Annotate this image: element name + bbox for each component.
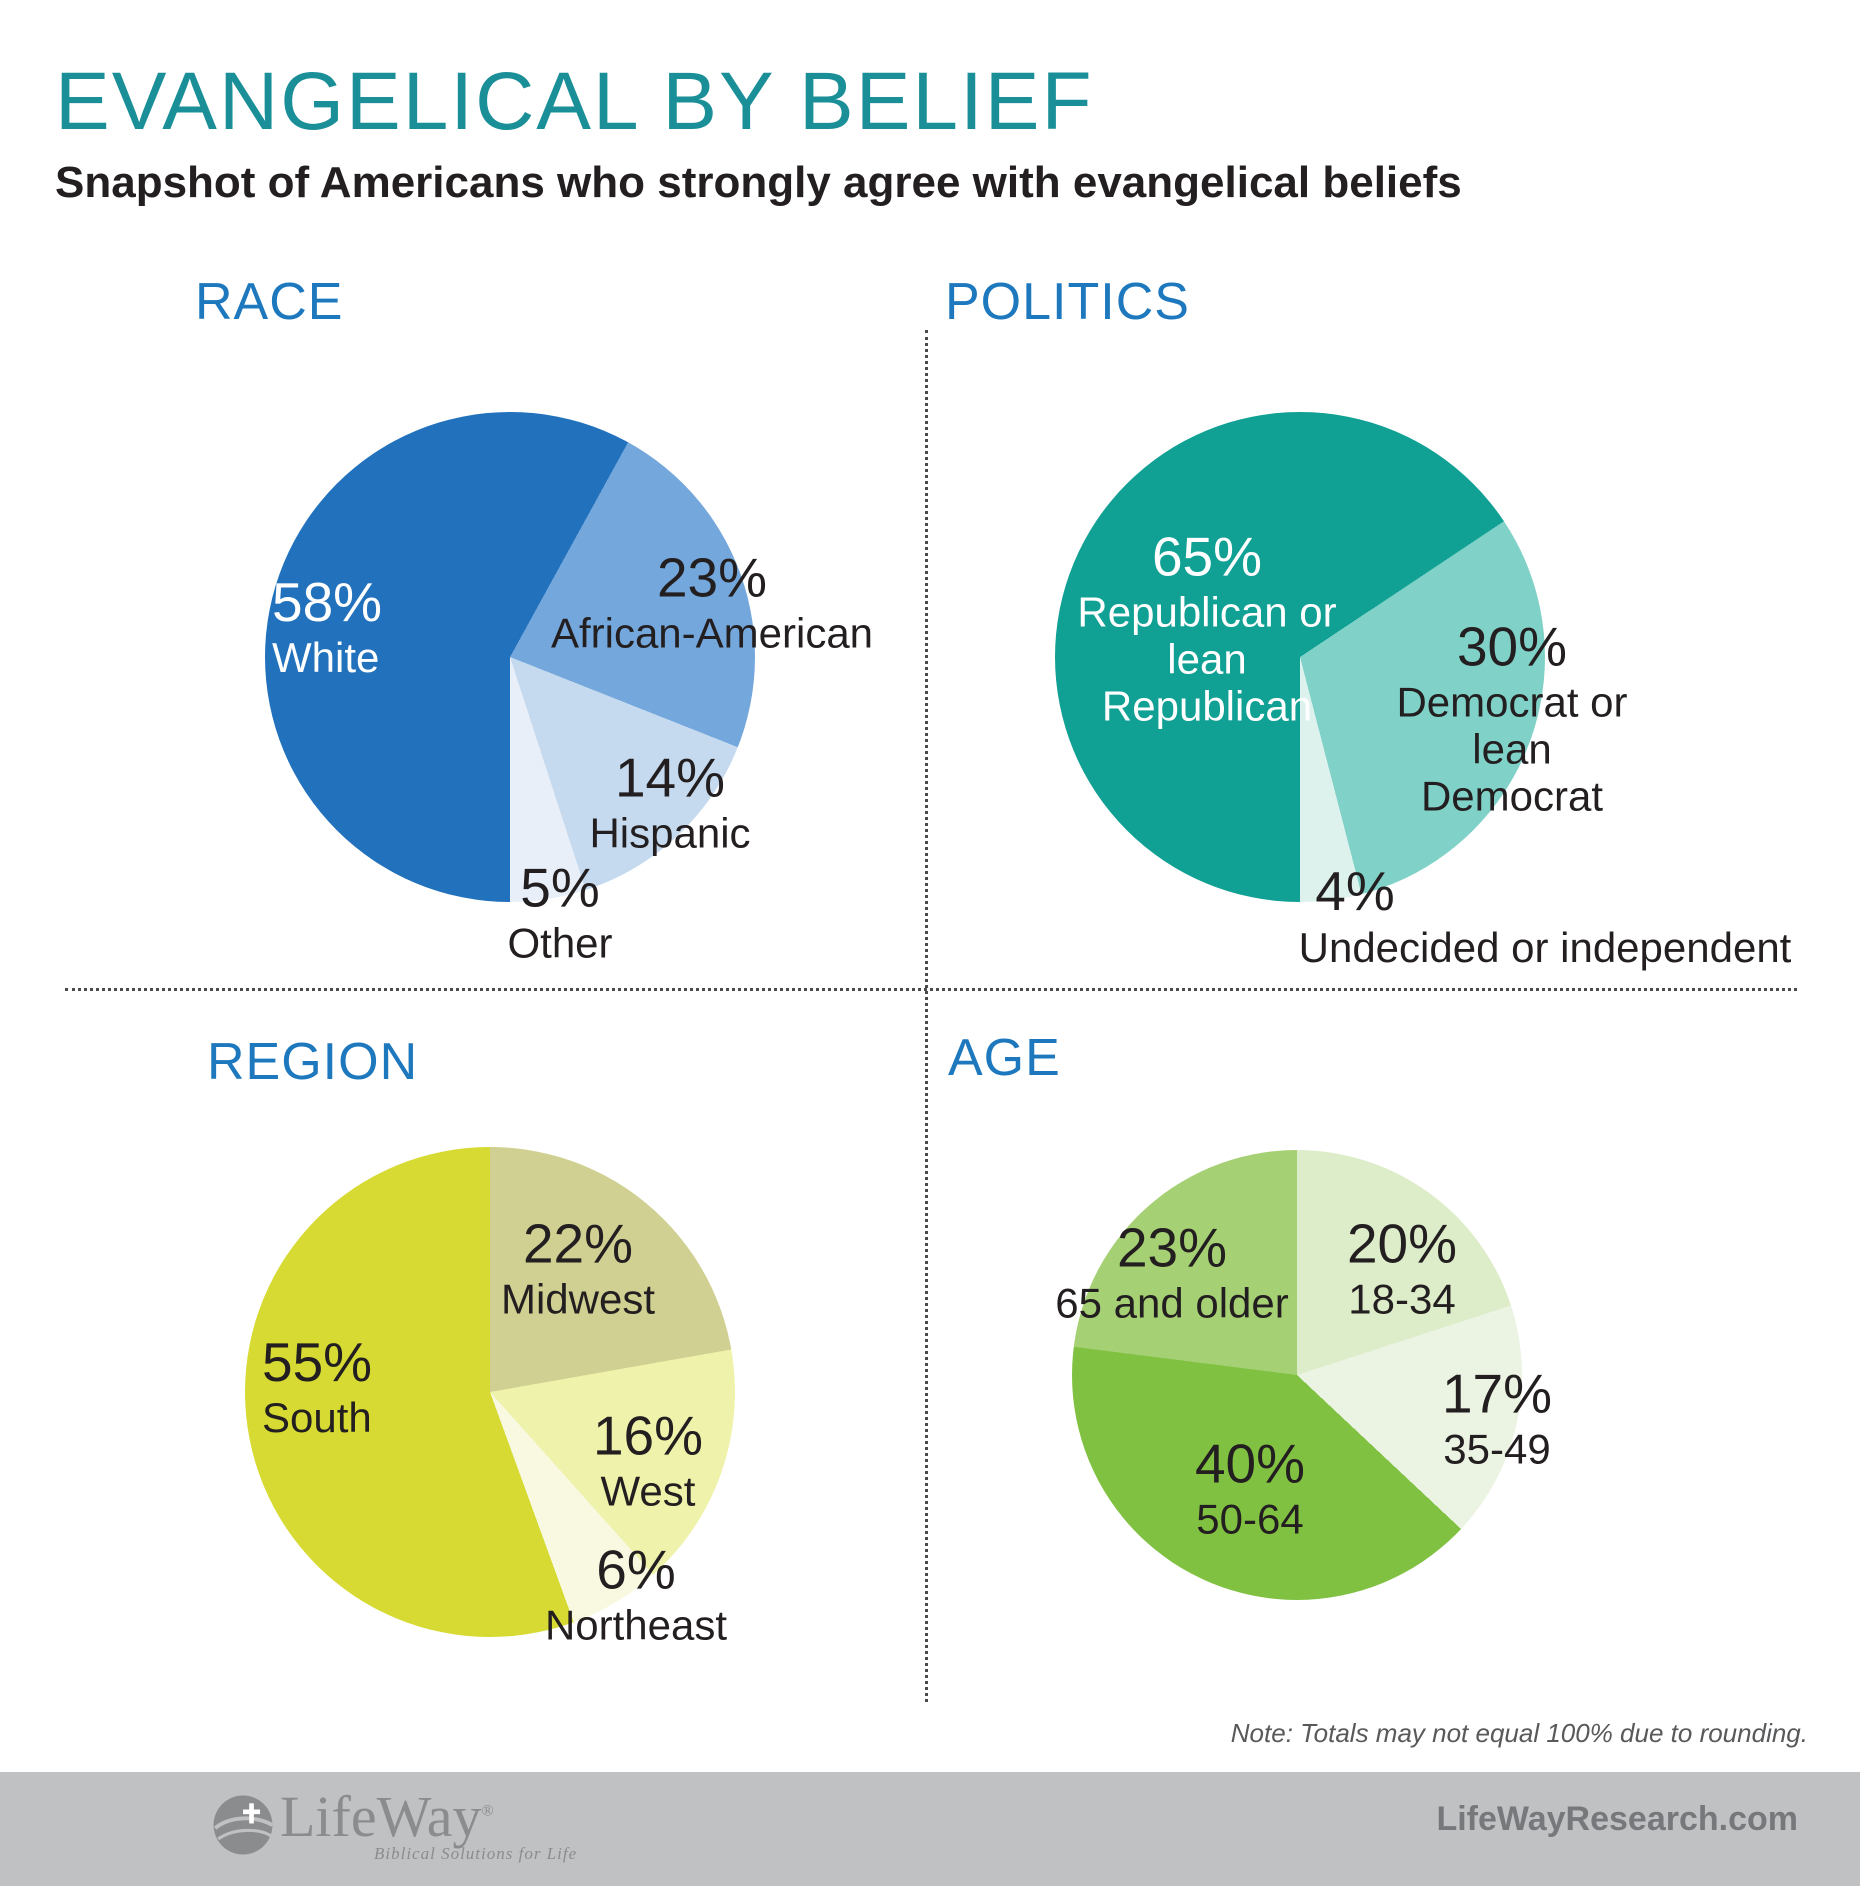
race-slice-pct-white: 58% bbox=[272, 571, 383, 633]
politics-slice-label-republican: 65% Republican or lean Republican bbox=[1067, 525, 1347, 730]
politics-pie-chart bbox=[1055, 412, 1545, 902]
age-slice-name-35-49: 35-49 bbox=[1443, 1425, 1551, 1473]
region-slice-name-south: South bbox=[262, 1393, 372, 1441]
page-title: EVANGELICAL BY BELIEF bbox=[55, 56, 1094, 147]
page-subtitle: Snapshot of Americans who strongly agree… bbox=[55, 158, 1462, 207]
race-slice-pct-african-american: 23% bbox=[656, 546, 768, 609]
age-slice-label-65-older: 23% 65 and older bbox=[1055, 1216, 1289, 1327]
politics-slice-label-undecided-pct: 4% bbox=[1315, 861, 1395, 923]
politics-slice-pct-undecided: 4% bbox=[1315, 860, 1395, 923]
region-slice-pct-west: 16% bbox=[592, 1404, 704, 1467]
race-slice-label-other: 5% Other bbox=[507, 856, 613, 967]
region-pie-chart bbox=[245, 1147, 735, 1637]
age-pie-chart bbox=[1072, 1150, 1522, 1600]
race-slice-label-white: 58% White bbox=[272, 571, 383, 681]
registered-mark: ® bbox=[481, 1802, 494, 1820]
region-slice-pct-midwest: 22% bbox=[522, 1212, 634, 1275]
age-slice-label-35-49: 17% 35-49 bbox=[1441, 1362, 1553, 1473]
region-slice-label-south: 55% South bbox=[262, 1331, 373, 1441]
politics-slice-name-undecided: Undecided or independent bbox=[1298, 924, 1792, 971]
footer-band bbox=[0, 1772, 1860, 1886]
region-slice-label-west: 16% West bbox=[592, 1404, 704, 1515]
race-slice-pct-other: 5% bbox=[520, 856, 600, 919]
age-slice-label-18-34: 20% 18-34 bbox=[1346, 1212, 1458, 1323]
lifeway-brand-text: LifeWay® bbox=[280, 1784, 494, 1849]
politics-slice-pct-republican: 65% bbox=[1151, 525, 1263, 588]
region-slice-name-west: West bbox=[600, 1467, 696, 1515]
age-slice-pct-65-older: 23% bbox=[1116, 1216, 1228, 1279]
politics-slice-name-republican: Republican or lean Republican bbox=[1077, 588, 1337, 730]
region-slice-label-northeast: 6% Northeast bbox=[544, 1538, 728, 1649]
region-slice-pct-south: 55% bbox=[262, 1331, 373, 1393]
region-slice-label-midwest: 22% Midwest bbox=[500, 1212, 656, 1323]
politics-section-header: POLITICS bbox=[945, 273, 1190, 331]
age-slice-label-50-64: 40% 50-64 bbox=[1194, 1432, 1306, 1543]
age-slice-pct-35-49: 17% bbox=[1441, 1362, 1553, 1425]
age-slice-pct-50-64: 40% bbox=[1194, 1432, 1306, 1495]
region-section-header: REGION bbox=[207, 1033, 419, 1091]
age-section-header: AGE bbox=[948, 1029, 1061, 1087]
age-slice-pct-18-34: 20% bbox=[1346, 1212, 1458, 1275]
race-slice-name-african-american: African-American bbox=[550, 609, 874, 657]
lifeway-globe-icon bbox=[213, 1795, 274, 1855]
vertical-dotted-divider bbox=[925, 330, 928, 1702]
race-slice-pct-hispanic: 14% bbox=[614, 746, 726, 809]
rounding-note: Note: Totals may not equal 100% due to r… bbox=[1230, 1718, 1808, 1748]
race-slice-name-other: Other bbox=[507, 919, 613, 967]
lifeway-research-url: LifeWayResearch.com bbox=[1436, 1800, 1798, 1838]
region-slice-name-midwest: Midwest bbox=[500, 1275, 656, 1323]
politics-slice-pct-democrat: 30% bbox=[1456, 615, 1568, 678]
horizontal-dotted-divider bbox=[65, 988, 1797, 991]
race-slice-name-white: White bbox=[272, 633, 380, 681]
race-pie-chart bbox=[265, 412, 755, 902]
age-slice-name-50-64: 50-64 bbox=[1196, 1495, 1304, 1543]
lifeway-logo: LifeWay® Biblical Solutions for Life bbox=[212, 1788, 577, 1864]
race-slice-label-african-american: 23% African-American bbox=[550, 546, 874, 657]
lifeway-tagline: Biblical Solutions for Life bbox=[374, 1844, 578, 1863]
region-slice-pct-northeast: 6% bbox=[596, 1538, 676, 1601]
race-slice-name-hispanic: Hispanic bbox=[589, 809, 751, 857]
race-section-header: RACE bbox=[195, 273, 344, 331]
politics-slice-label-democrat: 30% Democrat or lean Democrat bbox=[1392, 615, 1632, 820]
politics-slice-name-democrat: Democrat or lean Democrat bbox=[1396, 678, 1628, 820]
age-slice-name-18-34: 18-34 bbox=[1348, 1275, 1456, 1323]
region-slice-name-northeast: Northeast bbox=[544, 1601, 728, 1649]
age-slice-name-65-older: 65 and older bbox=[1055, 1279, 1289, 1327]
race-slice-label-hispanic: 14% Hispanic bbox=[589, 746, 751, 857]
